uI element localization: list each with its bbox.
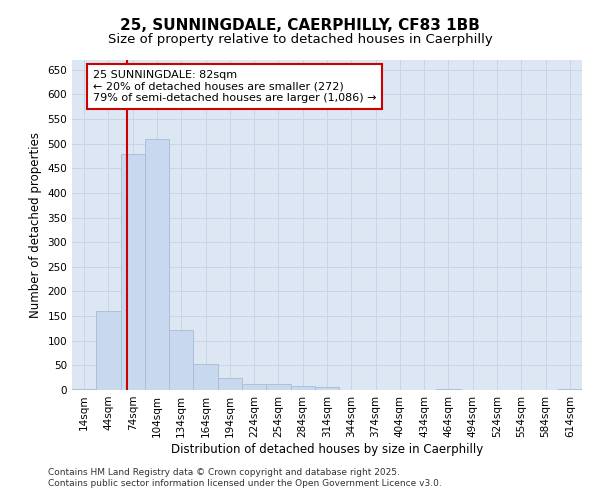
- Y-axis label: Number of detached properties: Number of detached properties: [29, 132, 42, 318]
- Bar: [121, 154, 145, 390]
- Bar: [290, 386, 315, 390]
- Text: Size of property relative to detached houses in Caerphilly: Size of property relative to detached ho…: [107, 32, 493, 46]
- Bar: [242, 384, 266, 390]
- X-axis label: Distribution of detached houses by size in Caerphilly: Distribution of detached houses by size …: [171, 442, 483, 456]
- Bar: [72, 388, 96, 390]
- Bar: [193, 364, 218, 390]
- Bar: [169, 330, 193, 390]
- Bar: [218, 378, 242, 390]
- Bar: [145, 139, 169, 390]
- Bar: [266, 384, 290, 390]
- Text: 25, SUNNINGDALE, CAERPHILLY, CF83 1BB: 25, SUNNINGDALE, CAERPHILLY, CF83 1BB: [120, 18, 480, 32]
- Text: 25 SUNNINGDALE: 82sqm
← 20% of detached houses are smaller (272)
79% of semi-det: 25 SUNNINGDALE: 82sqm ← 20% of detached …: [93, 70, 377, 103]
- Bar: [436, 388, 461, 390]
- Text: Contains HM Land Registry data © Crown copyright and database right 2025.
Contai: Contains HM Land Registry data © Crown c…: [48, 468, 442, 487]
- Bar: [315, 386, 339, 390]
- Bar: [558, 388, 582, 390]
- Bar: [96, 311, 121, 390]
